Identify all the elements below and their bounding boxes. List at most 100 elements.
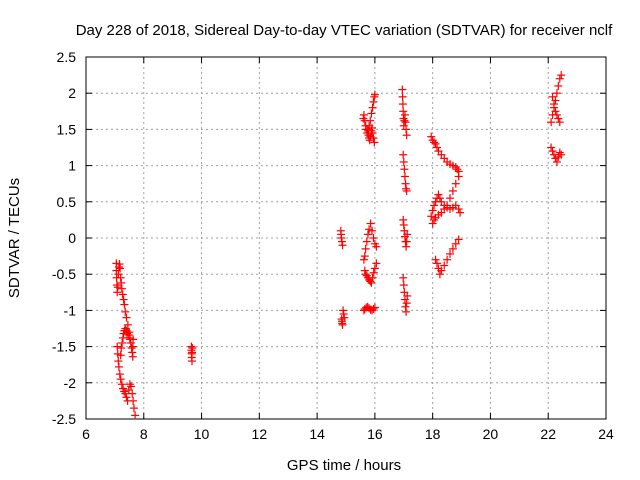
data-point xyxy=(117,284,126,293)
data-point xyxy=(360,252,369,261)
data-point xyxy=(120,300,129,309)
data-point xyxy=(363,230,372,239)
data-point xyxy=(401,118,410,127)
grid xyxy=(86,57,606,419)
data-point xyxy=(548,92,557,101)
data-point xyxy=(363,125,372,134)
data-point xyxy=(402,299,411,308)
data-point xyxy=(117,380,126,389)
x-tick-label: 18 xyxy=(425,426,441,442)
data-point xyxy=(400,110,409,119)
data-point xyxy=(431,139,440,148)
data-point xyxy=(435,194,444,203)
data-point xyxy=(402,237,411,246)
data-point xyxy=(368,129,377,138)
data-point xyxy=(122,393,131,402)
data-point xyxy=(399,114,408,123)
data-point xyxy=(402,131,411,140)
data-point xyxy=(431,255,440,264)
data-point xyxy=(362,237,371,246)
data-point xyxy=(398,100,407,109)
series-arc-n xyxy=(399,215,412,251)
data-point xyxy=(368,103,377,112)
data-point xyxy=(116,351,125,360)
y-tick-label: -1.5 xyxy=(52,339,76,355)
series-arc-k xyxy=(359,302,379,315)
data-point xyxy=(117,344,126,353)
series-arc-b xyxy=(113,342,140,420)
y-tick-label: -2 xyxy=(64,375,77,391)
data-point xyxy=(125,380,134,389)
series-arc-u xyxy=(548,92,564,127)
y-tick-label: -1 xyxy=(64,302,77,318)
data-point xyxy=(338,320,347,329)
data-point xyxy=(369,268,378,277)
data-point xyxy=(428,219,437,228)
data-point xyxy=(114,362,123,371)
series-arc-p xyxy=(427,132,463,176)
data-point xyxy=(125,335,134,344)
data-point xyxy=(557,71,566,80)
data-point xyxy=(399,107,408,116)
data-point xyxy=(128,342,137,351)
series-arc-d xyxy=(187,342,197,366)
series-arc-r xyxy=(428,172,463,228)
x-tick-label: 12 xyxy=(252,426,268,442)
data-point xyxy=(552,157,561,166)
data-point xyxy=(129,404,138,413)
data-point xyxy=(454,235,463,244)
series-arc-m xyxy=(399,150,411,195)
data-point xyxy=(338,241,347,250)
data-point xyxy=(112,281,121,290)
data-point xyxy=(368,226,376,235)
data-point xyxy=(547,143,556,152)
data-markers xyxy=(112,71,566,420)
y-tick-label: -2.5 xyxy=(52,411,76,427)
data-point xyxy=(430,201,439,210)
data-point xyxy=(550,100,558,109)
data-point xyxy=(437,266,446,275)
data-point xyxy=(365,136,374,145)
y-tick-label: 2.5 xyxy=(57,49,77,65)
series-arc-c xyxy=(116,324,134,360)
data-point xyxy=(402,307,411,316)
data-point xyxy=(398,92,407,101)
series-arc-f xyxy=(337,315,347,329)
data-point xyxy=(372,259,381,268)
data-point xyxy=(115,370,124,379)
data-point xyxy=(552,89,561,98)
data-point xyxy=(370,264,379,273)
data-point xyxy=(554,81,563,90)
y-tick-label: 1.5 xyxy=(57,121,77,137)
series-arc-i xyxy=(359,219,381,264)
data-point xyxy=(188,357,197,366)
data-point xyxy=(399,273,408,282)
data-point xyxy=(370,90,379,99)
data-point xyxy=(116,264,125,273)
data-point xyxy=(448,244,457,253)
data-point xyxy=(121,307,130,316)
axis-ticks: 6 8 10 12 14 16 18 20 22 24 -2.5 -2 -1.5 -1 -0.5 0 0.5 1 1… xyxy=(52,49,614,442)
data-point xyxy=(399,281,408,290)
data-point xyxy=(369,134,378,143)
data-point xyxy=(430,138,439,147)
data-point xyxy=(440,261,449,270)
data-point xyxy=(129,396,138,405)
series-arc-l xyxy=(398,85,411,140)
data-point xyxy=(359,255,368,264)
y-axis-label: SDTVAR / TECUs xyxy=(6,178,23,298)
data-point xyxy=(124,331,133,340)
data-point xyxy=(403,291,412,300)
data-point xyxy=(451,179,460,188)
data-point xyxy=(128,352,137,361)
data-point xyxy=(370,303,379,312)
data-point xyxy=(400,172,409,181)
data-point xyxy=(555,74,564,83)
data-point xyxy=(369,234,378,242)
data-point xyxy=(557,150,566,159)
data-point xyxy=(399,157,408,166)
data-point xyxy=(370,138,379,147)
data-point xyxy=(123,329,132,338)
data-point xyxy=(119,295,128,304)
